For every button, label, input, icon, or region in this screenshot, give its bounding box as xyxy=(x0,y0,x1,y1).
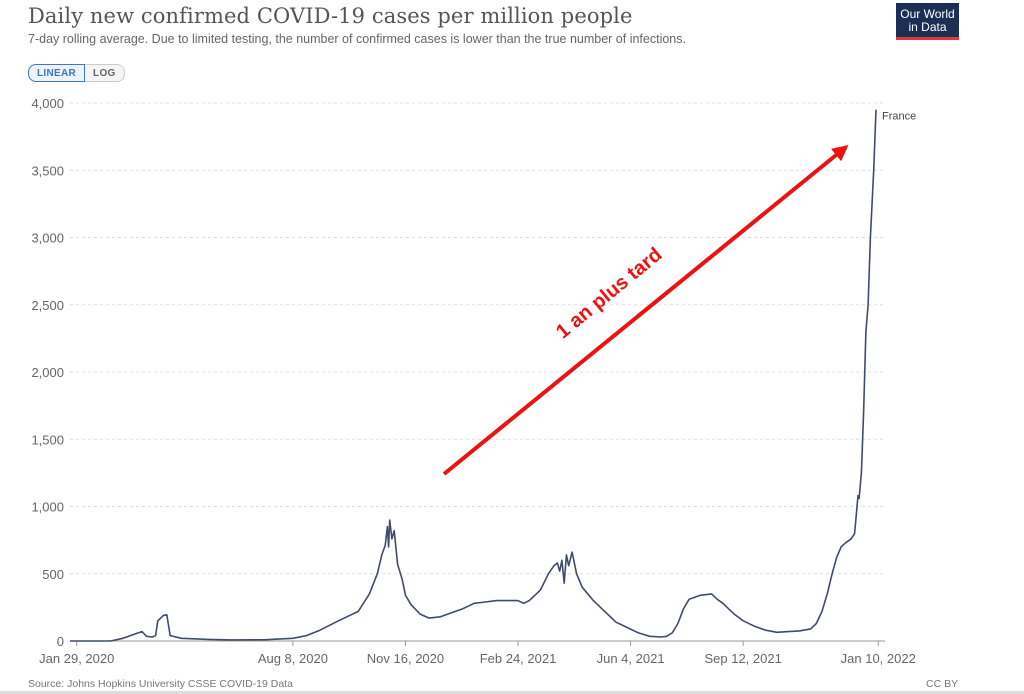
y-axis-ticks: 0 500 1,000 1,500 2,000 2,500 3,000 3,500 4,000 xyxy=(31,96,64,649)
owid-logo[interactable]: Our World in Data xyxy=(896,3,959,40)
x-tick-label: Jun 4, 2021 xyxy=(597,651,665,666)
linear-scale-button[interactable]: LINEAR xyxy=(28,64,86,82)
y-tick-label: 500 xyxy=(42,567,64,582)
bottom-divider xyxy=(0,691,1024,694)
series-line-france[interactable] xyxy=(70,109,877,642)
log-scale-button[interactable]: LOG xyxy=(85,64,125,82)
y-tick-label: 3,000 xyxy=(31,231,64,246)
license-link[interactable]: CC BY xyxy=(926,678,959,690)
y-tick-label: 1,000 xyxy=(31,500,64,515)
x-tick-label: Nov 16, 2020 xyxy=(367,651,444,666)
y-tick-label: 4,000 xyxy=(31,96,64,111)
series-layer: France xyxy=(70,109,916,642)
chart-subtitle: 7-day rolling average. Due to limited te… xyxy=(28,32,686,46)
x-tick-label: Aug 8, 2020 xyxy=(258,651,328,666)
annotation-label: 1 an plus tard xyxy=(552,244,666,344)
logo-line-2: in Data xyxy=(908,20,947,34)
logo-line-1: Our World xyxy=(900,7,955,21)
y-tick-label: 1,500 xyxy=(31,432,64,447)
chart-title: Daily new confirmed COVID-19 cases per m… xyxy=(28,4,633,28)
series-label-france[interactable]: France xyxy=(882,111,916,123)
y-tick-label: 0 xyxy=(57,634,64,649)
gridlines xyxy=(70,102,885,642)
x-axis-ticks: Jan 29, 2020 Aug 8, 2020 Nov 16, 2020 Feb 2… xyxy=(39,641,916,666)
annotation-arrow xyxy=(442,144,849,476)
x-tick-label: Sep 12, 2021 xyxy=(704,651,781,666)
x-tick-label: Feb 24, 2021 xyxy=(480,651,557,666)
y-tick-label: 2,500 xyxy=(31,298,64,313)
annotation-layer: 1 an plus tard xyxy=(442,144,849,476)
x-tick-label: Jan 29, 2020 xyxy=(39,651,114,666)
logo-accent-bar xyxy=(896,37,959,40)
x-tick-label: Jan 10, 2022 xyxy=(841,651,916,666)
scale-toggle: LINEAR LOG xyxy=(28,64,125,82)
source-note[interactable]: Source: Johns Hopkins University CSSE CO… xyxy=(28,678,293,690)
y-tick-label: 3,500 xyxy=(31,163,64,178)
y-tick-label: 2,000 xyxy=(31,365,64,380)
